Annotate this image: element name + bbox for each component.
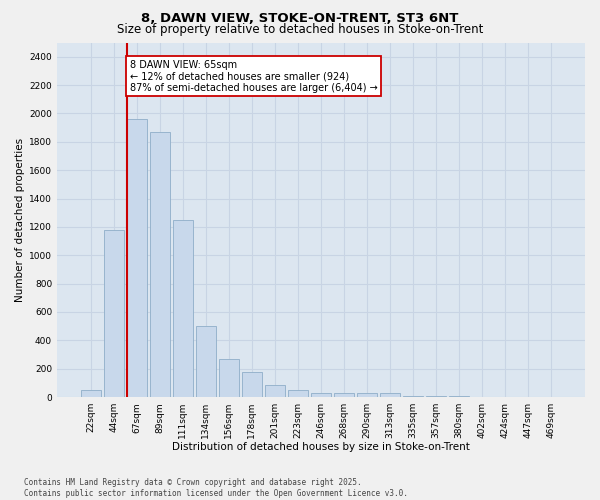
Bar — [173, 220, 193, 397]
Bar — [150, 132, 170, 397]
Bar — [265, 385, 285, 397]
Bar — [127, 119, 146, 397]
Text: 8, DAWN VIEW, STOKE-ON-TRENT, ST3 6NT: 8, DAWN VIEW, STOKE-ON-TRENT, ST3 6NT — [142, 12, 458, 26]
Bar — [334, 393, 354, 397]
Bar — [311, 393, 331, 397]
Bar — [196, 326, 215, 397]
Bar — [427, 396, 446, 397]
Bar — [81, 390, 101, 397]
Bar — [357, 393, 377, 397]
Bar — [449, 396, 469, 397]
Y-axis label: Number of detached properties: Number of detached properties — [15, 138, 25, 302]
Bar — [288, 390, 308, 397]
Text: Contains HM Land Registry data © Crown copyright and database right 2025.
Contai: Contains HM Land Registry data © Crown c… — [24, 478, 408, 498]
Text: 8 DAWN VIEW: 65sqm
← 12% of detached houses are smaller (924)
87% of semi-detach: 8 DAWN VIEW: 65sqm ← 12% of detached hou… — [130, 60, 377, 92]
Bar — [219, 359, 239, 397]
Bar — [403, 396, 423, 397]
Bar — [104, 230, 124, 397]
Bar — [380, 393, 400, 397]
X-axis label: Distribution of detached houses by size in Stoke-on-Trent: Distribution of detached houses by size … — [172, 442, 470, 452]
Bar — [242, 372, 262, 397]
Text: Size of property relative to detached houses in Stoke-on-Trent: Size of property relative to detached ho… — [117, 22, 483, 36]
